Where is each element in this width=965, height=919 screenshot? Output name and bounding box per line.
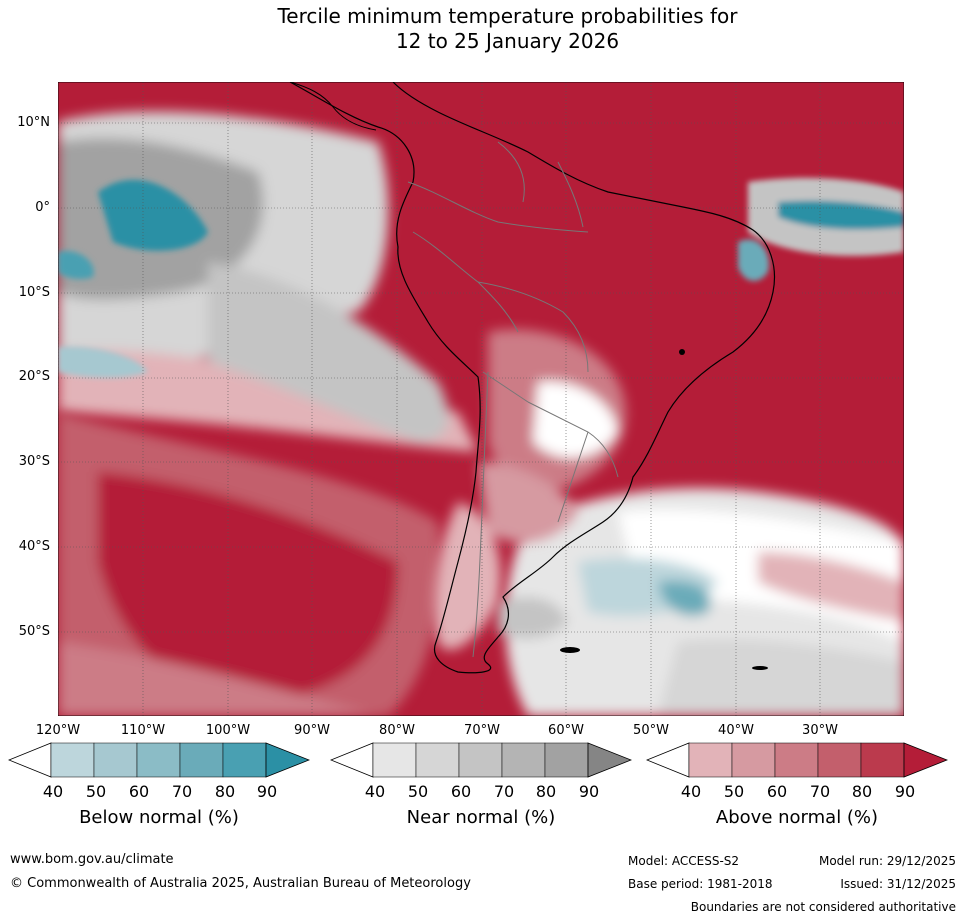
footer-model: Model: ACCESS-S2: [628, 854, 740, 868]
colorbar-segment: [774, 742, 819, 778]
tick-label: 60: [128, 782, 150, 801]
title-line-1: Tercile minimum temperature probabilitie…: [277, 4, 738, 28]
near-normal-region: [208, 262, 449, 442]
tick-label: 70: [493, 782, 515, 801]
lat-label: 10°S: [18, 285, 50, 300]
lat-label: 0°: [35, 200, 50, 215]
map-title: Tercile minimum temperature probabilitie…: [0, 4, 965, 54]
footer-disclaimer: Boundaries are not considered authoritat…: [690, 900, 956, 914]
lon-label: 110°W: [120, 723, 166, 738]
near-normal-region: [498, 597, 568, 639]
colorbar-lower-extension: [330, 742, 374, 778]
lon-label: 50°W: [633, 723, 669, 738]
below-normal-region: [58, 346, 148, 378]
graticule: [58, 82, 904, 716]
above-weak-region: [58, 350, 478, 452]
near-normal-title: Near normal (%): [406, 807, 556, 828]
colorbar-segment: [817, 742, 862, 778]
tick-label: 50: [723, 782, 745, 801]
above-normal-colorbar: [646, 742, 948, 778]
above-strong-region: [98, 472, 398, 702]
lon-label: 100°W: [205, 723, 251, 738]
near-normal-colorbar: [330, 742, 632, 778]
lat-label: 20°S: [18, 369, 50, 384]
below-normal-title: Below normal (%): [79, 807, 239, 828]
colorbar-segment: [136, 742, 181, 778]
above-mid-region: [58, 642, 378, 716]
tick-label: 60: [450, 782, 472, 801]
probability-map: [58, 82, 904, 716]
tick-label: 90: [894, 782, 916, 801]
above-normal-title: Above normal (%): [715, 807, 879, 828]
title-line-2: 12 to 25 January 2026: [395, 29, 620, 53]
colorbar-lower-extension: [646, 742, 690, 778]
colorbar-segment: [50, 742, 95, 778]
lon-label: 60°W: [548, 723, 584, 738]
above-weak-region: [478, 462, 578, 543]
tick-label: 70: [809, 782, 831, 801]
below-normal-region: [58, 251, 94, 280]
footer-issued: Issued: 31/12/2025: [840, 877, 956, 891]
footer-url[interactable]: www.bom.gov.au/climate: [10, 852, 174, 867]
colorbar-segment: [544, 742, 589, 778]
colorbar-segment: [860, 742, 905, 778]
colorbar-upper-extension: [265, 742, 310, 778]
lon-label: 80°W: [379, 723, 415, 738]
colorbar-segment: [222, 742, 267, 778]
colorbar-segment: [415, 742, 460, 778]
lat-label: 50°S: [18, 624, 50, 639]
tick-label: 40: [364, 782, 386, 801]
colorbar-segment: [179, 742, 224, 778]
tick-label: 40: [680, 782, 702, 801]
footer-model-run: Model run: 29/12/2025: [818, 854, 956, 868]
near-normal-region: [658, 639, 904, 716]
tick-label: 50: [85, 782, 107, 801]
colorbar-upper-extension: [903, 742, 948, 778]
colorbar-segment: [501, 742, 546, 778]
colorbar-segment: [688, 742, 733, 778]
lon-label: 30°W: [802, 723, 838, 738]
lat-label: 40°S: [18, 539, 50, 554]
footer-base-period: Base period: 1981-2018: [628, 877, 773, 891]
tick-label: 50: [407, 782, 429, 801]
lat-label: 30°S: [18, 454, 50, 469]
south-america-coastline: [289, 82, 776, 674]
tick-label: 70: [171, 782, 193, 801]
lat-label: 10°N: [17, 115, 50, 130]
tick-label: 40: [42, 782, 64, 801]
tick-label: 80: [535, 782, 557, 801]
colorbar-segment: [372, 742, 417, 778]
tick-label: 90: [256, 782, 278, 801]
colorbar-lower-extension: [8, 742, 52, 778]
below-normal-region: [738, 239, 769, 282]
lon-label: 70°W: [464, 723, 500, 738]
colorbar-upper-extension: [587, 742, 632, 778]
footer-copyright: © Commonwealth of Australia 2025, Austra…: [10, 876, 471, 891]
colorbar-segment: [731, 742, 776, 778]
lon-label: 120°W: [35, 723, 81, 738]
below-normal-region: [658, 581, 711, 616]
colorbar-segment: [93, 742, 138, 778]
lon-label: 40°W: [718, 723, 754, 738]
tick-label: 90: [578, 782, 600, 801]
lon-label: 90°W: [294, 723, 330, 738]
below-normal-region: [778, 200, 904, 230]
tick-label: 80: [851, 782, 873, 801]
colorbar-segment: [458, 742, 503, 778]
tick-label: 60: [766, 782, 788, 801]
above-weak-region: [758, 552, 904, 622]
below-normal-region: [98, 179, 208, 251]
above-weak-region: [434, 502, 501, 650]
islands: [560, 349, 768, 670]
country-borders: [407, 141, 619, 658]
central-america-coastline: [289, 82, 377, 131]
tick-label: 80: [214, 782, 236, 801]
below-normal-colorbar: [8, 742, 310, 778]
